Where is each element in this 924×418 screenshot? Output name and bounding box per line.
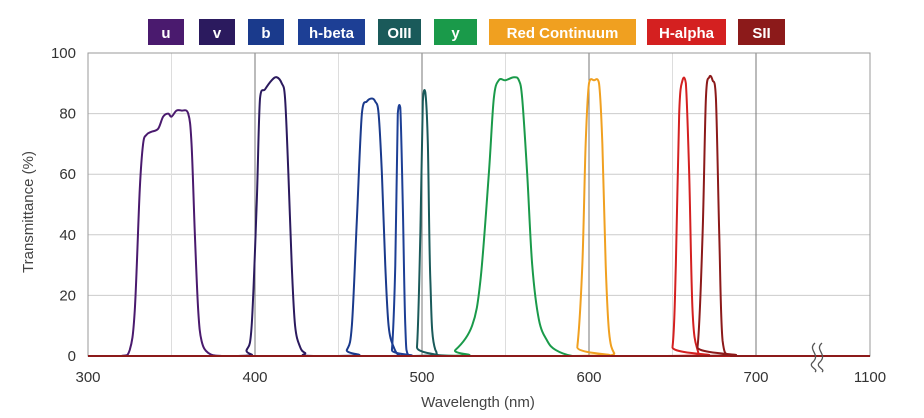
legend-label: OIII [387,25,411,42]
x-axis-title: Wavelength (nm) [421,394,535,411]
legend-label: v [213,25,222,42]
axes: 0 20 40 60 80 100 300 400 500 600 700 1100 [51,45,886,386]
series-line-v [88,76,870,358]
series-line-u [88,108,870,358]
x-tick-label: 700 [743,369,768,386]
legend-swatch [647,19,726,45]
legend-label: b [261,25,270,42]
legend-item-red-continuum: Red Continuum [489,19,636,45]
legend-item-oiii: OIII [378,19,421,45]
y-axis-title: Transmittance (%) [20,151,37,273]
legend-label: u [161,25,170,42]
grid-lines [88,52,870,356]
y-tick-label: 0 [68,348,76,365]
axis-break-stroke [810,342,817,373]
y-tick-label: 20 [59,287,76,304]
legend-swatch [489,19,636,45]
axis-break-stroke [817,342,824,373]
series-line-sii [88,74,870,358]
legend-item-sii: SII [738,19,785,45]
legend-item-y: y [434,19,477,45]
legend-item-v: v [199,19,235,45]
legend-item-u: u [148,19,184,45]
legend-label: Red Continuum [507,25,619,42]
y-tick-label: 40 [59,227,76,244]
legend-swatch [434,19,477,45]
y-tick-label: 100 [51,45,76,62]
axis-break-marker [810,342,824,373]
legend-label: H-alpha [659,25,715,42]
x-tick-label: 400 [242,369,267,386]
series-lines [88,74,870,358]
series-line-b [88,97,870,358]
legend-item-h-beta: h-beta [298,19,365,45]
x-tick-label: 1100 [854,369,886,386]
legend-item-h-alpha: H-alpha [647,19,726,45]
series-line-oiii [88,89,870,358]
legend-swatch [199,19,235,45]
series-line-h-beta [88,104,870,358]
plot-frame [87,52,871,357]
legend-swatch [248,19,284,45]
legend-label: h-beta [309,25,355,42]
series-line-y [88,76,870,358]
legend-swatch [148,19,184,45]
series-line-red-continuum [88,78,870,358]
y-tick-label: 60 [59,166,76,183]
x-tick-label: 300 [75,369,100,386]
y-tick-label: 80 [59,106,76,123]
series-line-h-alpha [88,76,870,358]
legend-swatch [378,19,421,45]
legend-label: SII [752,25,770,42]
legend-label: y [451,25,460,42]
x-tick-label: 500 [409,369,434,386]
legend-swatch [738,19,785,45]
legend-item-b: b [248,19,284,45]
x-tick-label: 600 [576,369,601,386]
legend: u v b h-beta OIII y Red Continuum H-alpha SII [148,19,785,45]
legend-swatch [298,19,365,45]
